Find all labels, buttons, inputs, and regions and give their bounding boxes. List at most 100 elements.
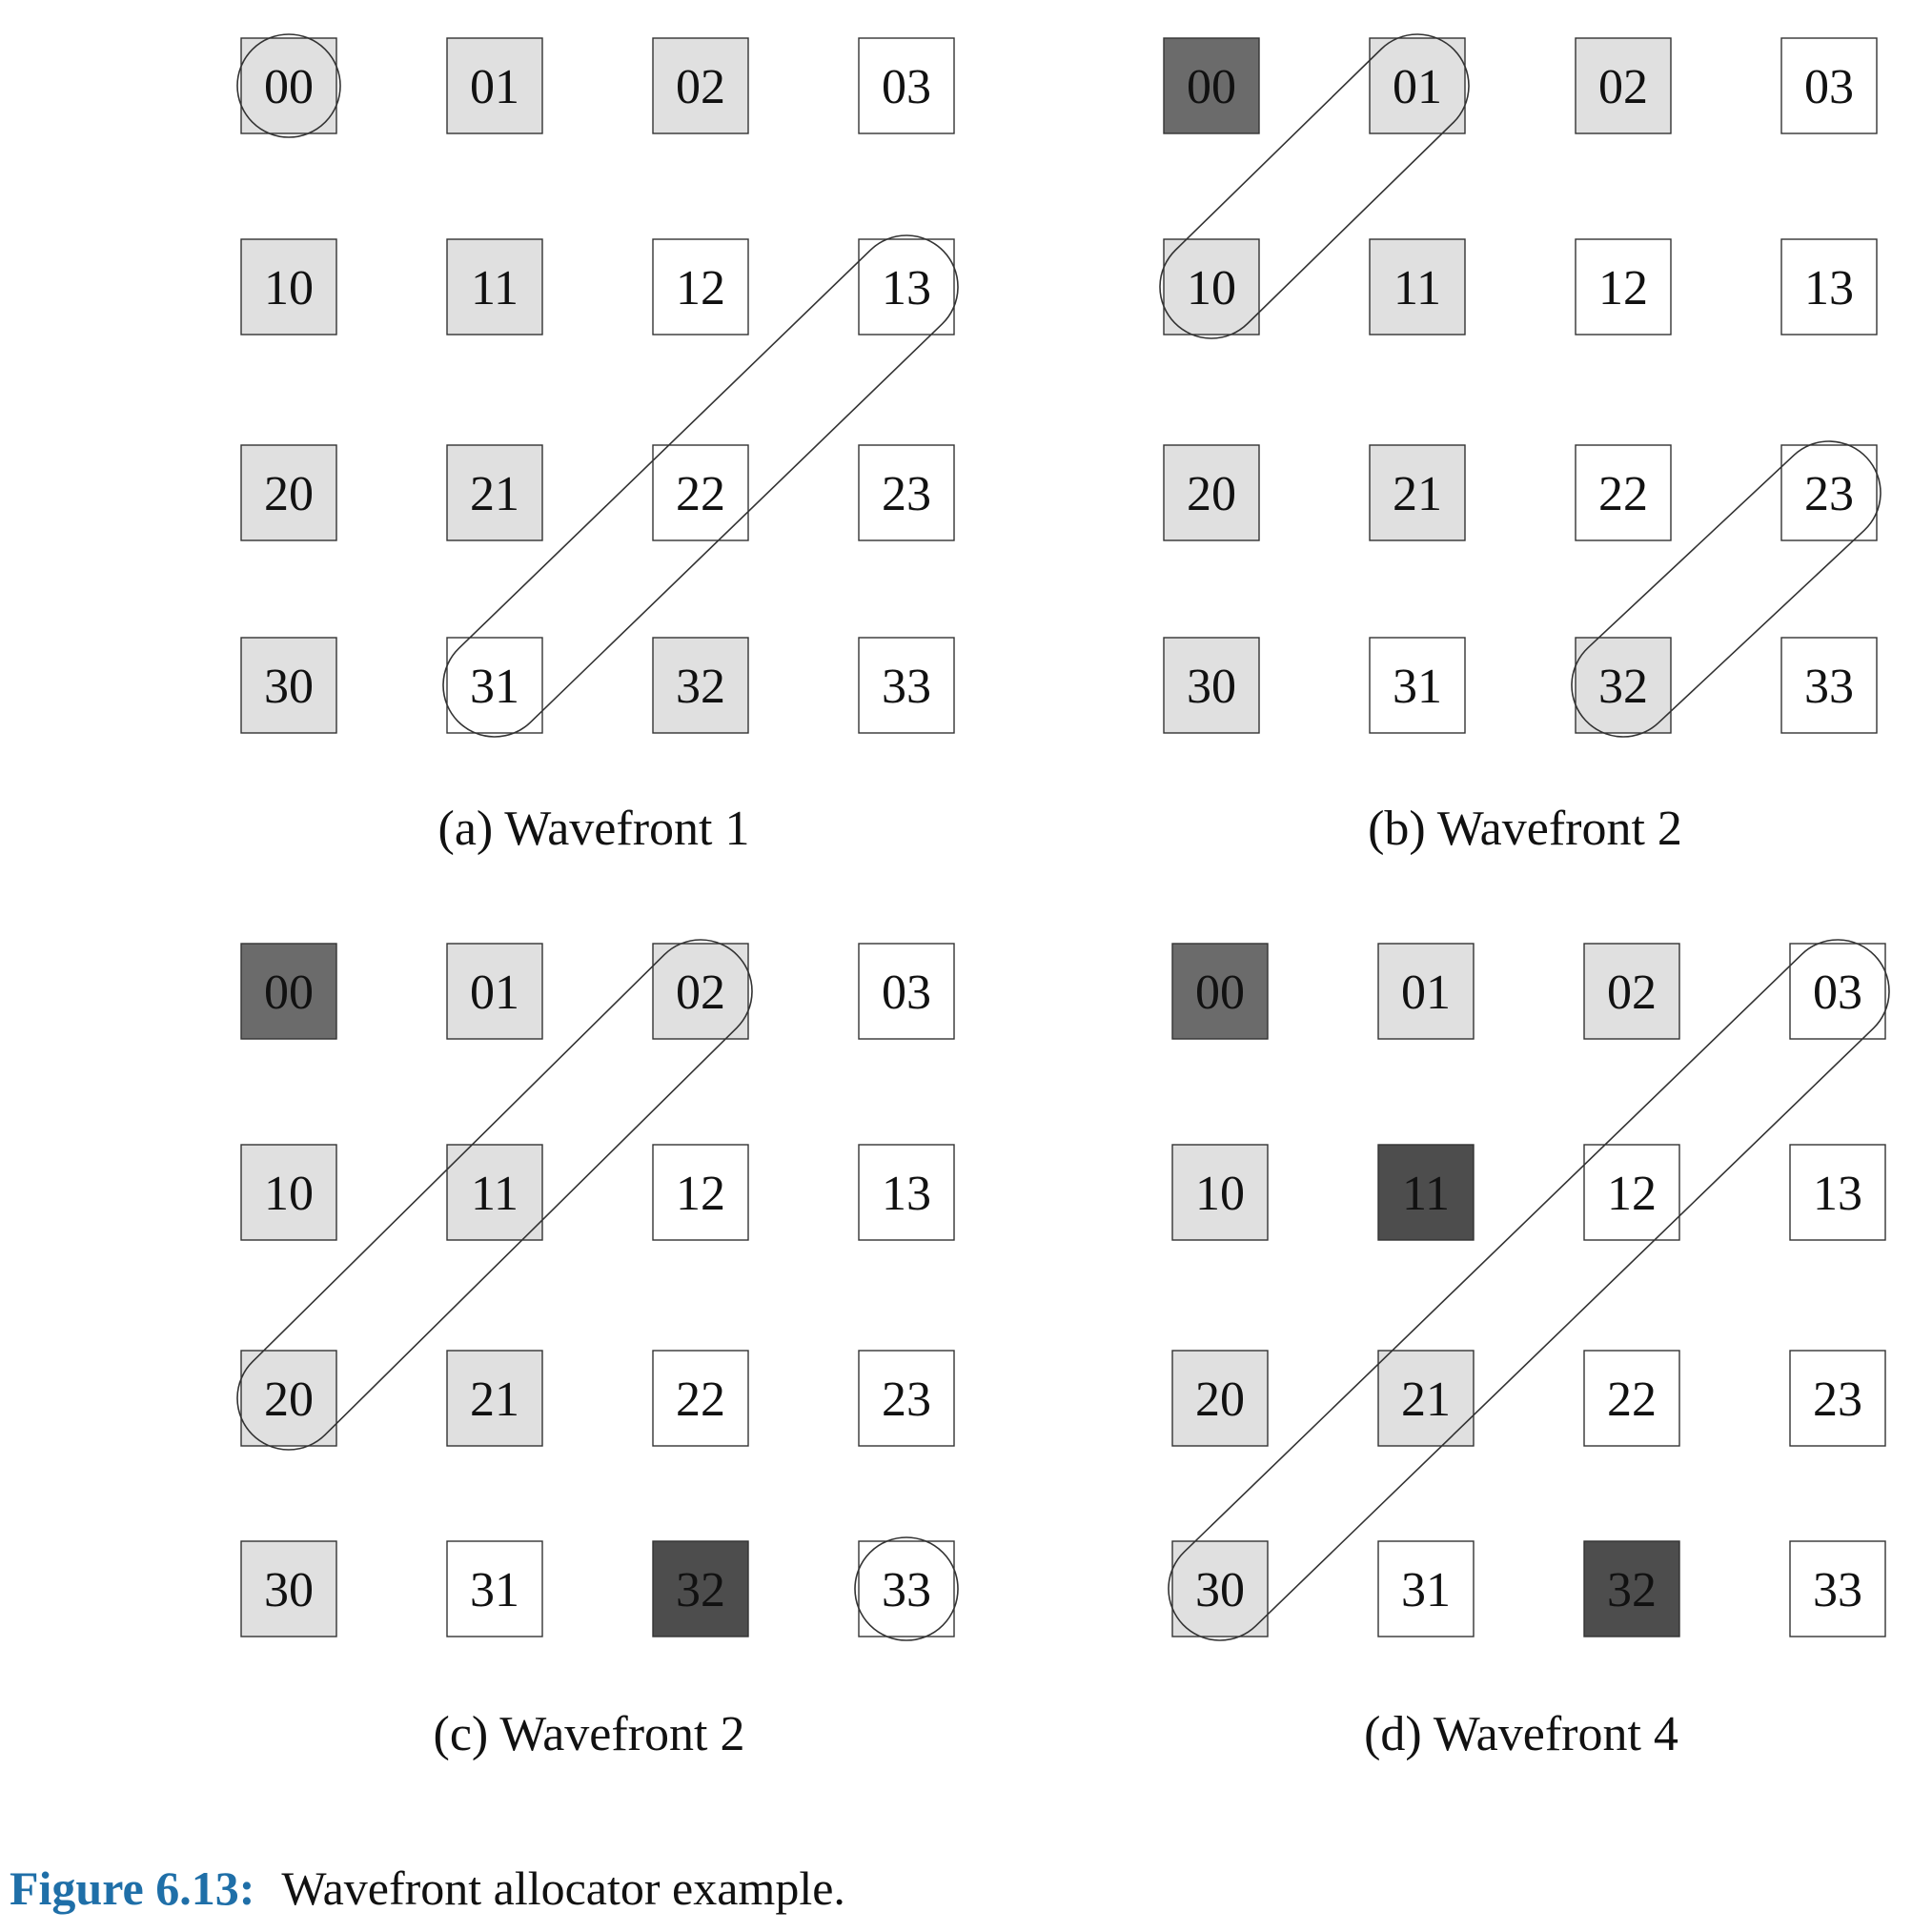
- cell-box: [1583, 1350, 1680, 1447]
- cell-box: [858, 1540, 955, 1637]
- grid-cell: 31: [1377, 1540, 1475, 1637]
- grid-cell: 02: [652, 943, 749, 1040]
- grid-cell: 23: [858, 1350, 955, 1447]
- cell-box: [1780, 637, 1878, 734]
- cell-label: 02: [676, 60, 725, 114]
- cell-box: [652, 1540, 749, 1637]
- cell-box: [1171, 1350, 1269, 1447]
- cell-box: [652, 943, 749, 1040]
- cell-box: [1780, 238, 1878, 336]
- cell-box: [446, 444, 543, 541]
- cell-label: 31: [470, 1563, 519, 1617]
- wavefront-loop: [1571, 440, 1881, 738]
- cell-label: 30: [264, 1563, 314, 1617]
- grid-cell: 02: [652, 37, 749, 134]
- cell-box: [1377, 943, 1475, 1040]
- cell-label: 00: [264, 966, 314, 1020]
- grid-cell: 11: [1377, 1144, 1475, 1241]
- grid-cell: 31: [1369, 637, 1466, 734]
- cell-label: 13: [882, 1167, 931, 1221]
- wavefront-loop: [1168, 939, 1890, 1641]
- cell-box: [240, 37, 337, 134]
- cell-label: 33: [882, 660, 931, 714]
- grid-cell: 12: [652, 1144, 749, 1241]
- cell-box: [1377, 1144, 1475, 1241]
- grid-cell: 13: [1789, 1144, 1886, 1241]
- cell-label: 11: [1393, 261, 1441, 315]
- grid-cell: 33: [858, 1540, 955, 1637]
- grid-cell: 22: [652, 444, 749, 541]
- cell-label: 03: [1813, 966, 1862, 1020]
- cell-box: [858, 943, 955, 1040]
- cell-box: [446, 943, 543, 1040]
- cell-box: [1171, 943, 1269, 1040]
- cell-label: 22: [1607, 1373, 1657, 1427]
- grid-cell: 31: [446, 637, 543, 734]
- cell-box: [652, 637, 749, 734]
- cell-label: 20: [1195, 1373, 1245, 1427]
- cell-box: [1780, 37, 1878, 134]
- cell-box: [1377, 1540, 1475, 1637]
- grid-cell: 03: [1789, 943, 1886, 1040]
- cell-label: 12: [1598, 261, 1648, 315]
- cell-label: 30: [264, 660, 314, 714]
- wavefront-loop: [442, 234, 959, 738]
- cell-label: 13: [1804, 261, 1854, 315]
- cell-label: 32: [1607, 1563, 1657, 1617]
- grid-cell: 00: [240, 943, 337, 1040]
- grid-cell: 23: [1780, 444, 1878, 541]
- wavefront-loop: [236, 939, 753, 1451]
- cell-box: [1163, 637, 1260, 734]
- cell-label: 21: [1401, 1373, 1451, 1427]
- grid-cell: 31: [446, 1540, 543, 1637]
- grid-cell: 00: [1171, 943, 1269, 1040]
- cell-label: 22: [676, 467, 725, 521]
- cell-label: 20: [264, 1373, 314, 1427]
- cell-label: 31: [1393, 660, 1442, 714]
- cell-label: 01: [1401, 966, 1451, 1020]
- cell-label: 03: [1804, 60, 1854, 114]
- cell-label: 02: [676, 966, 725, 1020]
- cell-label: 01: [470, 966, 519, 1020]
- cell-label: 11: [471, 1167, 519, 1221]
- cell-label: 31: [470, 660, 519, 714]
- cell-box: [1575, 238, 1672, 336]
- grid-cell: 13: [858, 238, 955, 336]
- cell-label: 11: [471, 261, 519, 315]
- grid-cell: 20: [1171, 1350, 1269, 1447]
- cell-box: [240, 1350, 337, 1447]
- cell-box: [240, 637, 337, 734]
- cell-label: 00: [264, 60, 314, 114]
- cell-box: [1583, 1144, 1680, 1241]
- grid-cell: 30: [1163, 637, 1260, 734]
- panel-d: 00 01 02 03 10 11 12 13 20 21 22 23 30 31 32 33 (d) Wave…: [1168, 939, 1890, 1761]
- grid-cell: 01: [446, 943, 543, 1040]
- subfigure-caption: (a) Wavefront 1: [438, 802, 750, 856]
- cell-box: [858, 37, 955, 134]
- grid-cell: 23: [858, 444, 955, 541]
- cell-box: [1369, 37, 1466, 134]
- cell-label: 12: [1607, 1167, 1657, 1221]
- cell-box: [1163, 444, 1260, 541]
- grid-cell: 01: [1369, 37, 1466, 134]
- cell-box: [1163, 37, 1260, 134]
- cell-box: [446, 1350, 543, 1447]
- grid-cell: 03: [858, 37, 955, 134]
- cell-label: 23: [1813, 1373, 1862, 1427]
- cell-label: 30: [1187, 660, 1236, 714]
- cell-label: 23: [882, 1373, 931, 1427]
- grid-cell: 10: [240, 238, 337, 336]
- grid-cell: 32: [1575, 637, 1672, 734]
- wavefront-circle: [236, 33, 341, 138]
- figure-label: Figure 6.13:: [10, 1861, 254, 1915]
- cell-box: [652, 1350, 749, 1447]
- grid-cell: 21: [1377, 1350, 1475, 1447]
- cell-label: 32: [676, 660, 725, 714]
- subfigure-caption: (c) Wavefront 2: [434, 1707, 745, 1761]
- grid-cell: 33: [1780, 637, 1878, 734]
- cell-box: [858, 1350, 955, 1447]
- cell-label: 00: [1195, 966, 1245, 1020]
- cell-label: 23: [1804, 467, 1854, 521]
- grid-cell: 01: [1377, 943, 1475, 1040]
